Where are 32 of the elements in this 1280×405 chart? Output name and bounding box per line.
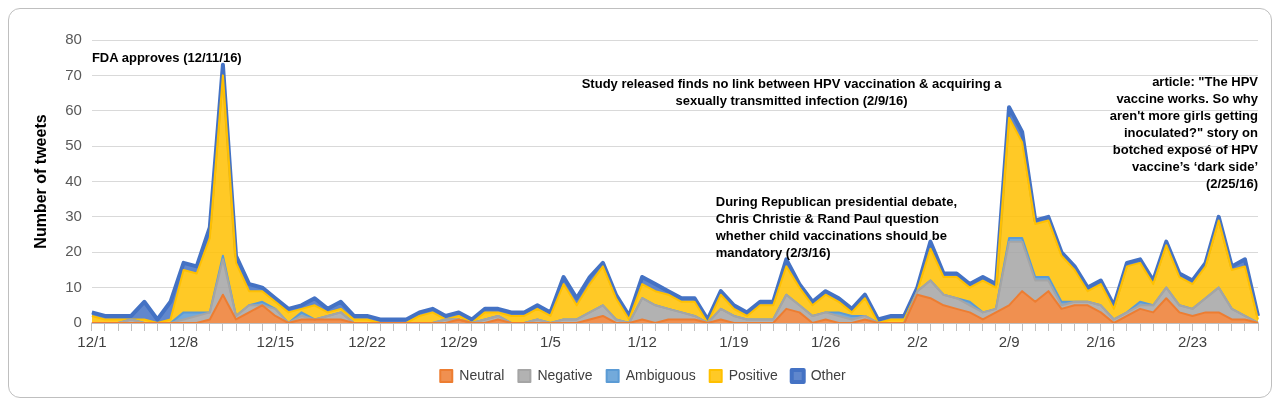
y-tick-label: 50 bbox=[65, 136, 82, 154]
x-tick-label: 1/12 bbox=[627, 333, 657, 351]
x-tick-label: 12/22 bbox=[348, 333, 386, 351]
y-tick-label: 80 bbox=[65, 30, 82, 48]
x-tick-label: 12/8 bbox=[169, 333, 199, 351]
legend-label: Ambiguous bbox=[625, 366, 696, 383]
y-tick-label: 20 bbox=[65, 242, 82, 260]
y-axis-title: Number of tweets bbox=[32, 114, 50, 249]
x-tick-label: 12/15 bbox=[256, 333, 295, 351]
x-tick-label: 1/5 bbox=[540, 333, 561, 351]
x-tick-label: 12/29 bbox=[439, 333, 478, 351]
x-tick-label: 2/2 bbox=[906, 333, 928, 351]
y-tick-label: 10 bbox=[65, 277, 82, 295]
y-tick-label: 40 bbox=[65, 171, 82, 189]
annotation: FDA approves (12/11/16) bbox=[91, 50, 242, 66]
x-tick-label: 2/16 bbox=[1086, 333, 1116, 351]
annotation: article: "The HPV vaccine works. So why aren't more girls getting inoculated?" story on botched exposé of HPV vaccine’s ‘dark side’ (2/25/16) bbox=[1109, 74, 1259, 192]
y-tick-label: 70 bbox=[65, 65, 82, 83]
x-tick-label: 12/1 bbox=[77, 333, 107, 351]
y-tick-label: 30 bbox=[65, 207, 82, 225]
x-tick-label: 1/26 bbox=[811, 333, 841, 351]
y-tick-label: 60 bbox=[65, 100, 82, 118]
annotation: During Republican presidential debate, Chris Christie & Rand Paul question whether child vaccinations should be mandatory (2/3/16) bbox=[714, 194, 958, 261]
legend-label: Neutral bbox=[459, 366, 505, 383]
legend-label: Positive bbox=[728, 366, 778, 383]
x-tick-label: 1/19 bbox=[719, 333, 749, 351]
legend-label: Other bbox=[810, 366, 847, 383]
annotation: Study released finds no link between HPV vaccination & acquiring a sexually transmitted infection (2/9/16) bbox=[581, 76, 1003, 109]
x-tick-label: 2/9 bbox=[998, 333, 1020, 351]
legend-label: Negative bbox=[537, 366, 593, 383]
x-tick-label: 2/23 bbox=[1177, 333, 1208, 351]
y-tick-label: 0 bbox=[73, 313, 82, 331]
